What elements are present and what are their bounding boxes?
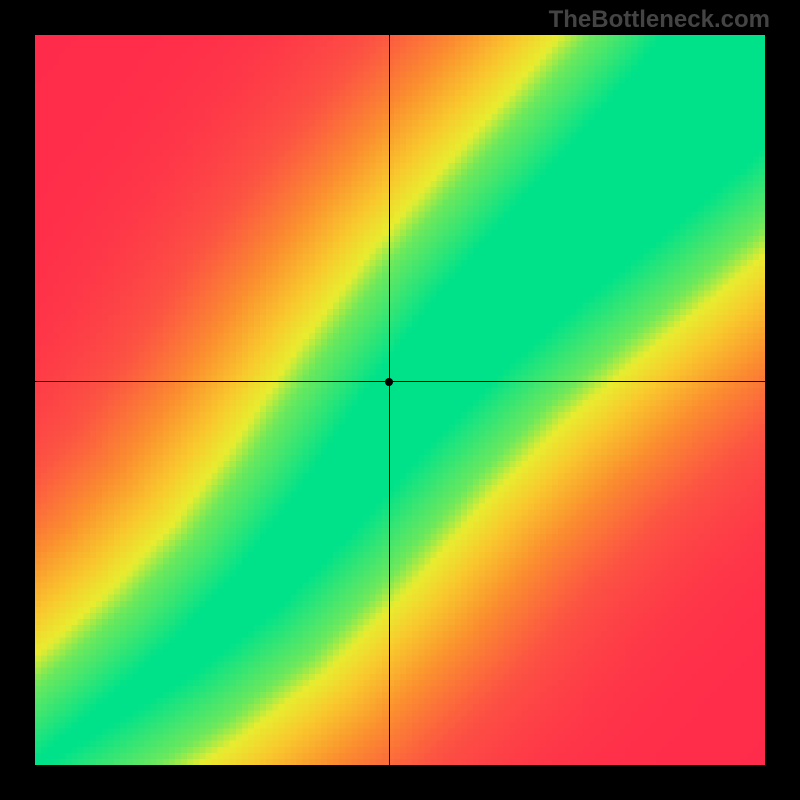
crosshair-vertical <box>389 35 390 765</box>
heatmap-canvas <box>35 35 765 765</box>
heatmap-chart <box>35 35 765 765</box>
watermark-text: TheBottleneck.com <box>549 6 770 34</box>
crosshair-point <box>385 378 393 386</box>
crosshair-horizontal <box>35 381 765 382</box>
